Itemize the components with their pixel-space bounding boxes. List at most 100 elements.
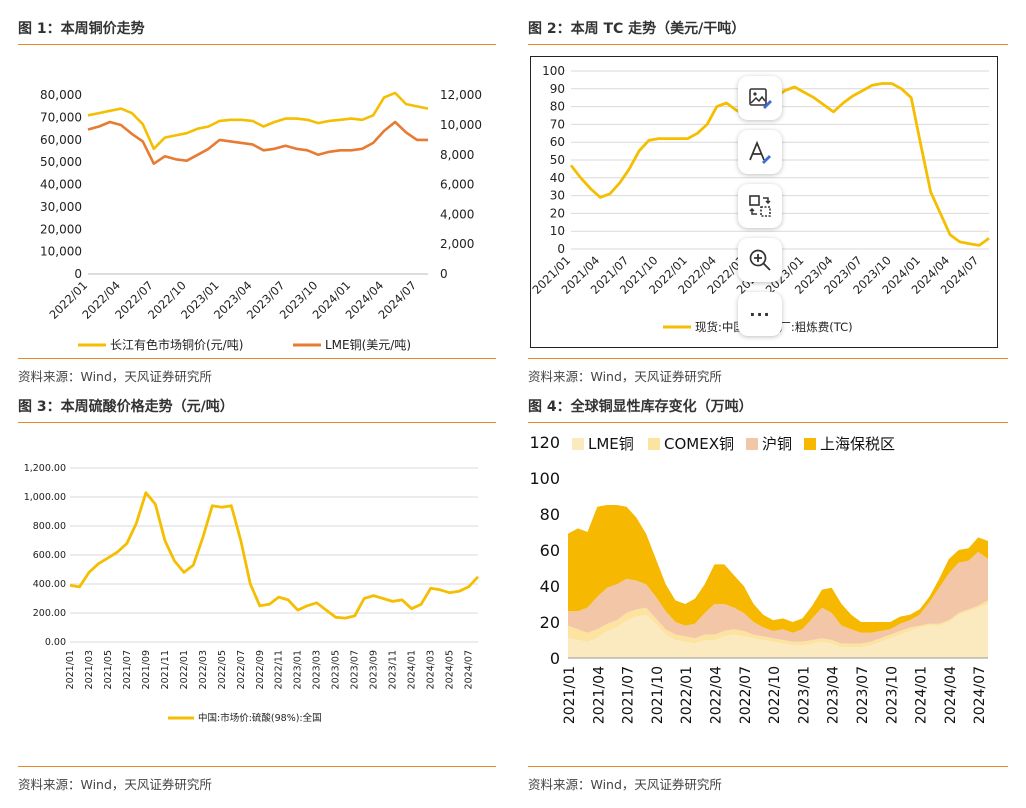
- chart1-y-right-tick: 0: [440, 267, 448, 281]
- chart3-x-tick: 2021/11: [160, 650, 171, 689]
- chart3-x-tick: 2021/03: [84, 650, 95, 689]
- chart2-frame: [530, 56, 998, 348]
- chart1-series-line: [87, 91, 429, 151]
- chart4-area-1: [568, 600, 988, 648]
- swap-icon: [749, 195, 771, 217]
- chart4-x-tick: 2024/01: [914, 666, 930, 724]
- chart4-x-tick: 2024/07: [972, 666, 988, 724]
- chart1-y-left-tick: 20,000: [40, 222, 82, 236]
- swap-button[interactable]: [738, 184, 782, 228]
- chart4-legend-label: COMEX铜: [664, 435, 734, 453]
- chart4-x-tick: 2022/01: [679, 666, 695, 724]
- chart4-title: 图 4：全球铜显性库存变化（万吨）: [528, 399, 753, 415]
- zoom-in-button[interactable]: [738, 238, 782, 282]
- chart1-y-right-tick: 10,000: [440, 118, 482, 132]
- chart4-x-tick: 2023/01: [796, 666, 812, 724]
- chart4-legend-swatch: [648, 438, 660, 450]
- chart3-x-tick: 2022/09: [255, 650, 266, 689]
- chart1-y-left-tick: 70,000: [40, 111, 82, 125]
- chart2-y-tick: 70: [550, 117, 565, 131]
- chart3-series-line: [69, 491, 480, 620]
- chart4-top-rule: [528, 422, 1008, 423]
- chart4-x-tick: 2023/10: [884, 666, 900, 724]
- chart4-x-tick: 2022/04: [709, 666, 725, 724]
- chart3-x-tick: 2021/05: [103, 650, 114, 689]
- chart4-y-tick: 120: [529, 433, 560, 452]
- more-button[interactable]: ···: [738, 292, 782, 336]
- chart3-legend-label: 中国:市场价:硫酸(98%):全国: [198, 712, 322, 724]
- chart2-plot: 01020304050607080901002021/012021/042021…: [531, 64, 990, 334]
- chart4-bottom-rule: [528, 766, 1008, 767]
- floating-toolbar: ···: [738, 76, 782, 336]
- chart2-bottom-rule: [528, 358, 1008, 359]
- chart4-x-tick: 2021/04: [591, 666, 607, 724]
- chart3-y-tick: 600.00: [33, 550, 66, 561]
- chart2-y-tick: 50: [550, 153, 565, 167]
- chart2-y-tick: 30: [550, 189, 565, 203]
- chart4-legend-swatch: [572, 438, 584, 450]
- chart4-area-2: [568, 551, 988, 644]
- chart3-y-tick: 1,200.00: [24, 463, 66, 474]
- chart3-x-tick: 2023/05: [331, 650, 342, 689]
- chart4-plot: 0 20 40 60 80 100 120 2021/01 2021/04 2021/07 2021…: [529, 433, 988, 724]
- chart3-x-tick: 2024/01: [407, 650, 418, 689]
- chart1-title: 图 1：本周铜价走势: [18, 21, 145, 37]
- chart3-y-tick: 200.00: [33, 608, 66, 619]
- chart3-plot: 0.00 200.00 400.00 600.00 800.00 1,000.00 1,20…: [24, 463, 480, 724]
- chart2-title: 图 2：本周 TC 走势（美元/干吨）: [528, 21, 746, 37]
- chart4-area-3: [568, 505, 988, 633]
- chart1-source: 资料来源：Wind，天风证券研究所: [18, 369, 212, 384]
- chart3-x-tick: 2024/07: [464, 650, 475, 689]
- chart4-x-tick: 2024/04: [943, 666, 959, 724]
- chart3-x-tick: 2024/03: [426, 650, 437, 689]
- chart2-y-tick: 80: [550, 100, 565, 114]
- image-edit-icon: [749, 88, 772, 109]
- chart4-x-tick: 2021/01: [562, 666, 578, 724]
- chart4-y-tick: 20: [540, 613, 560, 632]
- chart4-legend-swatch: [804, 438, 816, 450]
- text-edit-button[interactable]: [738, 130, 782, 174]
- chart3-x-tick: 2023/09: [369, 650, 380, 689]
- chart3-x-tick: 2023/03: [312, 650, 323, 689]
- text-edit-icon: [749, 140, 771, 164]
- chart3-x-tick: 2022/11: [274, 650, 285, 689]
- chart1-y-left-tick: 40,000: [40, 178, 82, 192]
- more-icon: ···: [749, 304, 771, 324]
- chart4-area-0: [568, 604, 988, 658]
- chart1-top-rule: [18, 44, 496, 45]
- chart1-y-left-tick: 60,000: [40, 133, 82, 147]
- chart1-y-right-tick: 4,000: [440, 207, 474, 221]
- chart4-x-tick: 2022/07: [738, 666, 754, 724]
- chart3-x-tick: 2022/01: [179, 650, 190, 689]
- chart2-source: 资料来源：Wind，天风证券研究所: [528, 369, 722, 384]
- chart3-x-tick: 2023/01: [293, 650, 304, 689]
- image-edit-button[interactable]: [738, 76, 782, 120]
- chart3-x-tick: 2022/07: [236, 650, 247, 689]
- chart2-y-tick: 20: [550, 206, 565, 220]
- zoom-in-icon: [749, 249, 771, 271]
- chart4-x-tick: 2023/04: [826, 666, 842, 724]
- chart1-plot: 0 10,000 20,000 30,000 40,000 50,000 60,000 70,…: [40, 88, 482, 352]
- chart4-y-tick: 40: [540, 577, 560, 596]
- chart1-y-left-tick: 30,000: [40, 200, 82, 214]
- chart2-y-tick: 40: [550, 171, 565, 185]
- chart3-x-tick: 2023/07: [350, 650, 361, 689]
- chart4-y-tick: 80: [540, 505, 560, 524]
- chart1-y-right-tick: 6,000: [440, 178, 474, 192]
- chart3-panel: 图 3：本周硫酸价格走势（元/吨） 0.00 200.00 400.00 600.00…: [18, 396, 496, 800]
- chart1-y-left-tick: 0: [74, 267, 82, 281]
- chart4-legend-label: 上海保税区: [820, 435, 895, 453]
- chart2-y-tick: 60: [550, 135, 565, 149]
- chart2-top-rule: [528, 44, 1008, 45]
- chart4-y-tick: 60: [540, 541, 560, 560]
- chart1-panel: 图 1：本周铜价走势 0 10,000 20,000 30,000 40,000 50,0…: [18, 18, 496, 390]
- chart2-panel: 图 2：本周 TC 走势（美元/干吨） 0 10 20 30 40 50 60 70 80 90 1…: [528, 18, 1008, 390]
- chart1-series-line: [87, 120, 428, 165]
- chart4-x-tick: 2021/10: [650, 666, 666, 724]
- chart1-y-left-tick: 50,000: [40, 155, 82, 169]
- chart4-y-tick: 100: [529, 469, 560, 488]
- chart2-y-tick: 90: [550, 82, 565, 96]
- chart4-legend-swatch: [746, 438, 758, 450]
- chart4-x-tick: 2021/07: [621, 666, 637, 724]
- chart3-source: 资料来源：Wind，天风证券研究所: [18, 777, 212, 792]
